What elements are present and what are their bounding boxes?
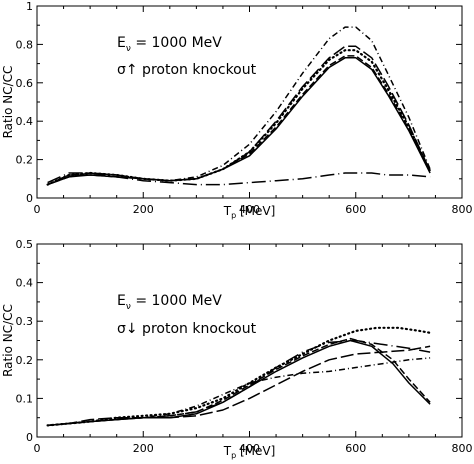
- x-axis-label: Tp [MeV]: [223, 444, 276, 460]
- y-tick-label: 0.5: [16, 238, 34, 251]
- x-tick-label: 800: [452, 203, 473, 216]
- series-dashed-line: [47, 55, 431, 186]
- y-tick-label: 0.2: [16, 154, 34, 167]
- x-tick-label: 0: [34, 203, 41, 216]
- series-long-dash-line: [47, 45, 431, 186]
- series-dash-dot-line: [47, 26, 431, 186]
- y-tick-label: 0.3: [16, 315, 34, 328]
- series-long-dash-dot-line: [47, 339, 431, 427]
- y-tick-label: 0.6: [16, 77, 34, 90]
- y-tick-label: 0.4: [16, 115, 34, 128]
- y-tick-label: 0: [26, 192, 33, 205]
- x-tick-label: 600: [345, 203, 366, 216]
- x-tick-label: 0: [34, 442, 41, 455]
- top-panel: 0 200 400 600 800 0 0.2 0.4 0.6 0.8 1 Tp [MeV] Ratio…: [1, 0, 473, 220]
- x-axis-label: Tp [MeV]: [223, 204, 276, 220]
- y-tick-label: 0.1: [16, 392, 34, 405]
- y-tick-label: 1: [26, 0, 33, 13]
- plot-frame: [36, 5, 463, 199]
- knockout-annotation: σ↑ proton knockout: [117, 62, 257, 78]
- bottom-panel: 0 200 400 600 800 0 0.1 0.2 0.3 0.4 0.5 Tp [MeV] Rat…: [1, 238, 473, 460]
- series-dotted-line: [46, 326, 432, 427]
- x-tick-label: 800: [452, 442, 473, 455]
- energy-annotation: Eν = 1000 MeV: [117, 293, 222, 312]
- x-tick-label: 600: [345, 442, 366, 455]
- y-tick-label: 0.2: [16, 354, 34, 367]
- x-tick-label: 200: [133, 203, 154, 216]
- series-solid-line: [47, 339, 431, 427]
- x-tick-label: 400: [239, 203, 260, 216]
- series-dashed-line: [47, 337, 431, 427]
- y-axis-label: Ratio NC/CC: [1, 304, 15, 377]
- series-long-dash-dot-line: [47, 172, 431, 186]
- y-tick-label: 0: [26, 431, 33, 444]
- energy-annotation: Eν = 1000 MeV: [117, 35, 222, 54]
- series-long-dash-line: [47, 345, 431, 427]
- y-tick-label: 0.4: [16, 277, 34, 290]
- x-tick-label: 200: [133, 442, 154, 455]
- y-tick-label: 0.8: [16, 38, 34, 51]
- x-tick-label: 400: [239, 442, 260, 455]
- plot-frame: [36, 243, 463, 438]
- knockout-annotation: σ↓ proton knockout: [117, 321, 257, 337]
- y-axis-label: Ratio NC/CC: [1, 66, 15, 139]
